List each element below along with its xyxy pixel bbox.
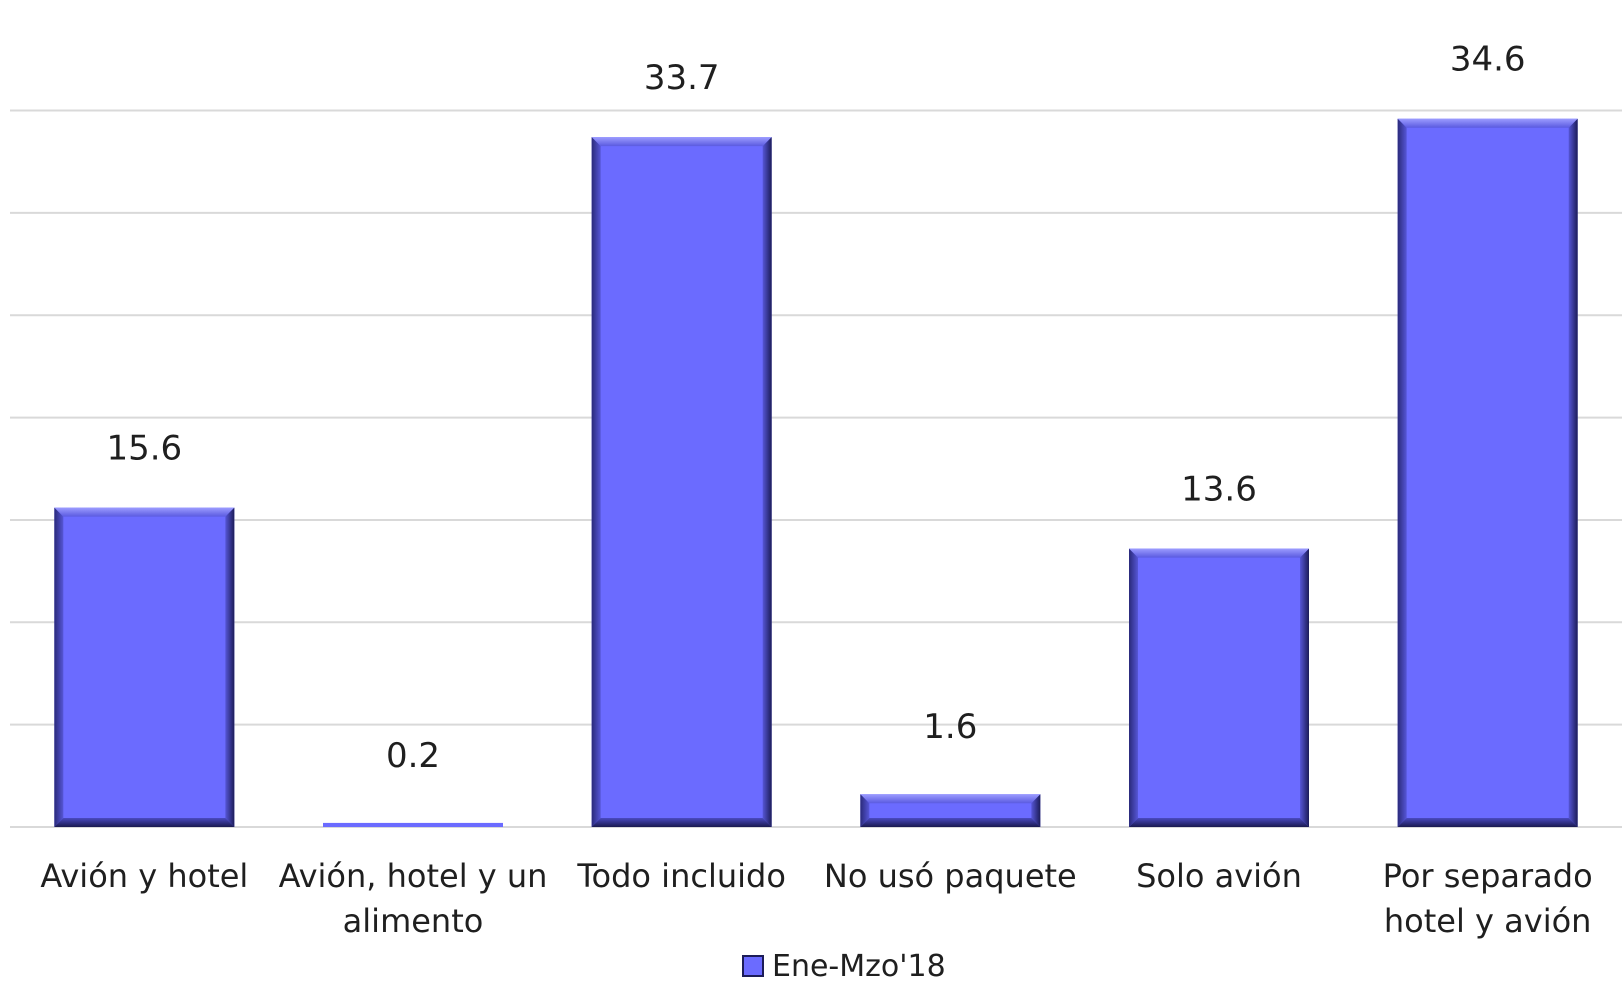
data-label: 34.6 (1450, 40, 1526, 80)
bar-bevel-top (54, 507, 235, 517)
bar (860, 794, 1041, 827)
bar-bevel-left (54, 507, 64, 827)
bar-bevel-right (1300, 548, 1309, 827)
data-label: 15.6 (106, 429, 182, 469)
bar-bevel-right (762, 137, 772, 827)
category-label: No usó paquete (824, 857, 1077, 895)
legend: Ene-Mzo'18 (742, 949, 946, 981)
bar-bevel-right (1568, 118, 1578, 828)
bar-bevel-left (1397, 118, 1407, 828)
bar-bevel-top (860, 794, 1041, 804)
bar-bevel-bottom (860, 818, 1041, 827)
bar-body (54, 507, 235, 827)
bar (323, 822, 503, 827)
data-label: 0.2 (386, 736, 440, 776)
data-label: 1.6 (923, 707, 977, 747)
bar (1129, 548, 1309, 827)
category-label: Todo incluido (576, 857, 785, 895)
bar-bevel-left (591, 137, 601, 827)
category-label: Por separado hotel y avión (1383, 857, 1593, 940)
category-label: Solo avión (1136, 857, 1302, 895)
gridlines (10, 109, 1622, 828)
category-label: Avión, hotel y un alimento (279, 857, 548, 940)
bar-body (1129, 548, 1309, 827)
bar-bevel-top (1129, 548, 1309, 558)
bar-bevel-bottom (1397, 818, 1578, 827)
bar-bevel-top (591, 137, 772, 147)
bar-body (1397, 118, 1578, 828)
bar (54, 507, 235, 827)
category-labels: Avión y hotel Avión, hotel y un alimento To… (40, 857, 1592, 940)
legend-label: Ene-Mzo'18 (772, 949, 946, 981)
bar-body (323, 822, 503, 827)
data-label: 33.7 (644, 58, 720, 98)
category-label: Avión y hotel (40, 857, 248, 895)
bars (54, 118, 1578, 828)
value-labels: 15.6 0.2 33.7 1.6 13.6 34.6 (106, 40, 1525, 776)
bar-body (591, 137, 772, 827)
data-label: 13.6 (1181, 470, 1257, 510)
bar-bevel-left (1129, 548, 1138, 827)
bar-bevel-top (1397, 118, 1578, 128)
bar-bevel-right (225, 507, 235, 827)
bar-bevel-bottom (54, 818, 235, 827)
bar (1397, 118, 1578, 828)
legend-swatch (742, 955, 764, 977)
bar-bevel-left (860, 794, 870, 827)
bar (591, 137, 772, 827)
bar-bevel-bottom (1129, 818, 1309, 827)
bar-bevel-bottom (591, 818, 772, 827)
bar-bevel-right (1031, 794, 1041, 827)
